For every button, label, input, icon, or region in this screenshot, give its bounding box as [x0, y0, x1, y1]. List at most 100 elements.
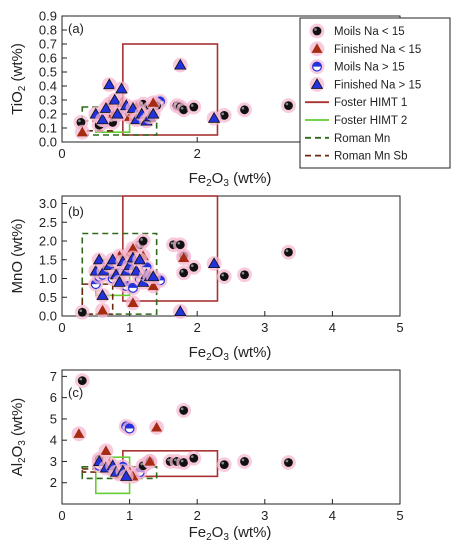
point-moils_low-shine: [221, 461, 225, 465]
point-moils_low: [219, 460, 229, 470]
point-finished_high: [207, 257, 221, 269]
point-moils_low: [284, 101, 293, 110]
point-moils_low: [284, 247, 293, 257]
point-moils_low-shine: [180, 270, 184, 273]
panel-2: 0.0 0.5 1.0 1.5 2.0 2.5 3.0 0 1 2 3 4 5 (b) Fe2O3 (wt%…: [9, 195, 404, 363]
point-moils_low-shine: [241, 106, 245, 110]
point-moils_low-shine: [140, 462, 143, 466]
point-finished_high: [108, 93, 121, 105]
legend-marker-finished_low: [311, 43, 323, 53]
point-moils_low: [219, 272, 229, 282]
y-tick-label: 0.7: [39, 37, 57, 52]
point-moils_low-shine: [177, 241, 181, 245]
point-finished_low: [76, 126, 88, 137]
x-tick-label: 4: [329, 508, 336, 523]
y-tick-label: 0.0: [39, 309, 57, 324]
y-tick-label: 2.0: [39, 234, 57, 249]
point-moils_high-fill: [125, 424, 134, 429]
plot-frame: [61, 369, 401, 505]
point-moils_low-shine: [285, 459, 289, 463]
x-tick-label: 4: [329, 320, 336, 335]
legend-marker-moils_low-shine: [314, 28, 317, 31]
point-finished_low: [178, 252, 190, 262]
y-tick-label: 2.5: [39, 215, 57, 230]
y-tick-label: 7: [50, 369, 57, 384]
point-finished_low: [127, 243, 139, 253]
point-finished_high: [120, 470, 133, 481]
point-finished_high: [147, 107, 160, 119]
x-tick-label: 3: [261, 320, 268, 335]
x-tick-label: 2: [194, 320, 201, 335]
point-moils_low: [179, 406, 189, 415]
point-finished_low: [144, 455, 156, 466]
legend-label-foster2: Foster HIMT 2: [334, 115, 407, 127]
legend-label-moils_high: Moils Na > 15: [334, 62, 405, 74]
point-moils_low-shine: [167, 458, 170, 462]
legend: Moils Na < 15 Finished Na < 15 Moils Na > …: [299, 17, 451, 169]
point-finished_high: [147, 270, 160, 282]
y-tick-label: 0.8: [39, 23, 57, 38]
legend-label-roman_mnsb: Roman Mn Sb: [334, 151, 408, 163]
y-tick-label: 0.9: [39, 9, 57, 24]
x-tick-label: 0: [58, 320, 65, 335]
panel-label: (b): [68, 204, 84, 219]
point-finished_low: [147, 97, 159, 107]
x-axis-label: Fe2O3 (wt%): [189, 524, 272, 543]
point-moils_low: [138, 236, 148, 246]
point-finished_high: [99, 102, 113, 113]
legend-label-foster1: Foster HIMT 1: [334, 97, 407, 109]
point-moils_low: [240, 270, 249, 280]
y-tick-label: 1.5: [39, 252, 57, 267]
point-moils_low-shine: [190, 264, 194, 268]
point-moils_low-shine: [140, 238, 143, 241]
point-finished_high: [111, 107, 124, 119]
x-tick-label: 5: [396, 320, 403, 335]
x-tick-label: 2: [194, 146, 201, 161]
panel-3: 2 3 4 5 6 7 0 1 2 3 4 5 (c) Fe2O3 (wt%) Al2O3 (wt%): [9, 369, 404, 543]
point-moils_low: [284, 458, 293, 467]
point-moils_low-shine: [221, 112, 225, 116]
point-finished_high: [103, 78, 116, 90]
point-finished_low: [147, 280, 159, 291]
point-moils_low: [240, 457, 249, 466]
x-tick-label: 5: [396, 508, 403, 523]
point-moils_low-shine: [79, 309, 83, 313]
point-moils_low-shine: [180, 459, 184, 463]
point-finished_low: [127, 297, 139, 307]
point-moils_low-shine: [221, 273, 225, 277]
x-tick-label: 0: [58, 508, 65, 523]
y-tick-label: 4: [50, 433, 57, 448]
point-finished_low: [100, 445, 112, 455]
point-moils_low: [175, 240, 185, 250]
point-finished_high: [133, 253, 146, 265]
y-tick-label: 0.0: [39, 135, 57, 150]
point-moils_low-shine: [170, 241, 174, 245]
point-finished_high: [92, 253, 106, 265]
panel-label: (c): [68, 385, 83, 400]
plot-frame: [61, 195, 401, 317]
point-finished_low: [97, 304, 109, 315]
point-moils_low-shine: [180, 106, 184, 110]
point-finished_low: [151, 421, 163, 432]
x-tick-label: 2: [194, 508, 201, 523]
point-finished_high: [96, 289, 109, 300]
point-moils_low-shine: [285, 249, 289, 253]
y-axis-label: TiO2 (wt%): [9, 43, 28, 115]
point-moils_low-shine: [241, 271, 245, 275]
y-tick-label: 3: [50, 454, 57, 469]
legend-marker-moils_low: [312, 26, 322, 36]
x-tick-label: 1: [126, 320, 133, 335]
point-finished_high: [96, 113, 109, 125]
x-tick-label: 1: [126, 508, 133, 523]
point-finished_high: [115, 82, 128, 94]
y-tick-label: 6: [50, 390, 57, 405]
y-tick-label: 0.5: [39, 290, 57, 305]
y-tick-label: 0.2: [39, 107, 57, 122]
legend-label-finished_low: Finished Na < 15: [334, 44, 421, 56]
point-moils_low: [189, 102, 199, 112]
legend-marker-finished_high: [310, 78, 324, 89]
legend-marker-moils_high-fill: [312, 62, 322, 67]
legend-label-finished_high: Finished Na > 15: [334, 79, 421, 91]
point-moils_low-shine: [190, 104, 194, 107]
legend-box: [299, 17, 451, 169]
